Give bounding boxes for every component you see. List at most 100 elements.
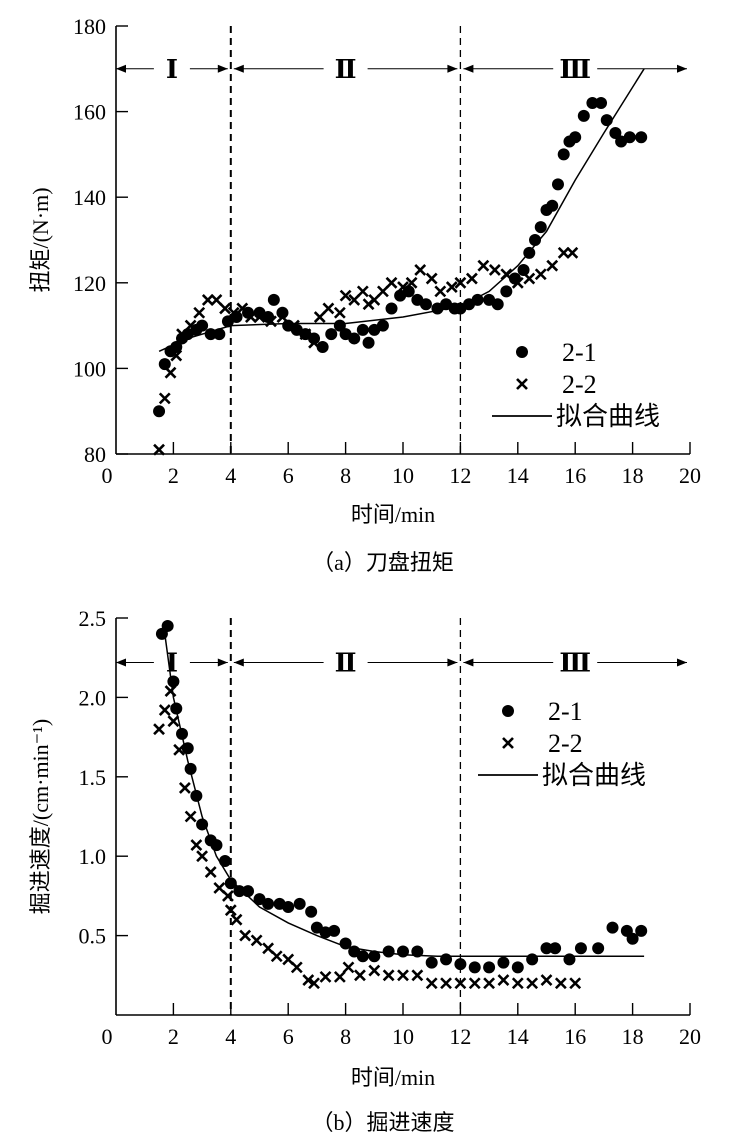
legend-marker-circle <box>502 705 514 717</box>
data-point <box>600 114 613 127</box>
legend-marker-x <box>502 737 514 749</box>
x-tick-label: 2 <box>168 1024 179 1049</box>
arrow-left-icon <box>116 64 126 73</box>
data-point <box>267 293 280 306</box>
data-point <box>526 953 539 966</box>
data-point <box>511 961 524 974</box>
data-point <box>471 293 484 306</box>
stage-label: Ⅰ <box>166 648 178 677</box>
legend-marker-x <box>516 378 528 390</box>
y-tick-label: 160 <box>73 100 106 125</box>
data-point <box>511 276 524 289</box>
series-2-1 <box>155 619 648 974</box>
stage-label: Ⅱ <box>335 648 357 677</box>
data-point <box>153 405 166 418</box>
data-point <box>411 969 424 982</box>
data-point <box>534 221 547 234</box>
data-point <box>236 302 249 315</box>
data-point <box>468 961 481 974</box>
data-point <box>184 810 197 823</box>
x-tick-label: 18 <box>622 463 644 488</box>
data-point <box>577 109 590 122</box>
x-tick-label: 16 <box>564 1024 586 1049</box>
data-point <box>523 272 536 285</box>
data-point <box>549 942 562 955</box>
data-point <box>333 306 346 319</box>
data-point <box>623 131 636 144</box>
data-point <box>328 924 341 937</box>
data-point <box>196 818 209 831</box>
data-point <box>551 178 564 191</box>
data-point <box>483 977 496 990</box>
stage-label: Ⅲ <box>559 648 591 677</box>
data-point <box>288 319 300 332</box>
data-point <box>213 328 226 341</box>
data-point <box>224 877 237 890</box>
data-point <box>158 704 171 717</box>
data-point <box>362 336 375 349</box>
data-point <box>339 289 352 302</box>
x-tick-label: 8 <box>340 1024 351 1049</box>
data-point <box>158 358 171 371</box>
data-point <box>609 127 622 139</box>
data-point <box>385 276 398 289</box>
data-point <box>356 950 369 963</box>
data-point <box>468 977 481 990</box>
data-point <box>434 285 447 298</box>
y-tick-label: 180 <box>73 14 106 39</box>
series-2-1 <box>153 97 648 418</box>
data-point <box>425 272 438 285</box>
legend-label: 2-2 <box>562 370 597 399</box>
data-point <box>534 268 547 281</box>
data-point <box>184 319 197 332</box>
data-point <box>322 302 335 315</box>
legend-label: 拟合曲线 <box>556 402 660 431</box>
legend-label: 2-1 <box>548 697 583 726</box>
data-point <box>445 281 458 293</box>
data-point <box>554 977 567 990</box>
data-point <box>405 276 418 289</box>
stage-label: Ⅲ <box>559 55 591 84</box>
y-tick-label: 2.5 <box>79 606 107 631</box>
data-point <box>557 246 570 259</box>
x-tick-label: 0 <box>102 1024 113 1049</box>
x-tick-label: 12 <box>449 1024 471 1049</box>
data-point <box>376 285 389 298</box>
data-point <box>440 953 453 966</box>
data-point <box>196 319 209 332</box>
chart-panel-a: 0 2 4 6 8 10 12 14 16 18 20 80 100 120 140 160 180 时间/min… <box>28 14 701 575</box>
data-point <box>483 961 496 974</box>
data-point <box>348 332 361 345</box>
y-tick-label: 140 <box>73 185 106 210</box>
x-tick-label: 6 <box>283 463 294 488</box>
data-point <box>397 281 409 293</box>
data-point <box>302 974 315 986</box>
data-point <box>592 942 605 955</box>
y-tick-label: 100 <box>73 356 106 381</box>
arrow-left-icon <box>233 658 244 667</box>
data-point <box>606 921 619 934</box>
data-point <box>239 929 252 942</box>
data-point <box>164 685 177 697</box>
data-point <box>167 675 180 688</box>
data-point <box>635 131 648 144</box>
data-point <box>167 715 180 728</box>
arrow-right-icon <box>217 64 228 73</box>
data-point <box>276 311 289 323</box>
data-point <box>517 263 530 276</box>
series-拟合曲线 <box>158 68 645 352</box>
arrow-left-icon <box>116 658 126 667</box>
arrow-right-icon <box>217 658 228 667</box>
x-tick-label: 10 <box>392 1024 414 1049</box>
data-point <box>626 932 639 945</box>
data-point <box>546 199 559 212</box>
data-point <box>566 246 579 259</box>
x-tick-label: 4 <box>225 1024 236 1049</box>
fit-curve <box>164 633 645 957</box>
x-axis-label: 时间/min <box>351 502 435 527</box>
data-point <box>262 897 275 910</box>
data-point <box>557 148 570 161</box>
x-axis-label: 时间/min <box>351 1065 435 1090</box>
data-point <box>440 977 452 990</box>
data-point <box>397 969 409 982</box>
